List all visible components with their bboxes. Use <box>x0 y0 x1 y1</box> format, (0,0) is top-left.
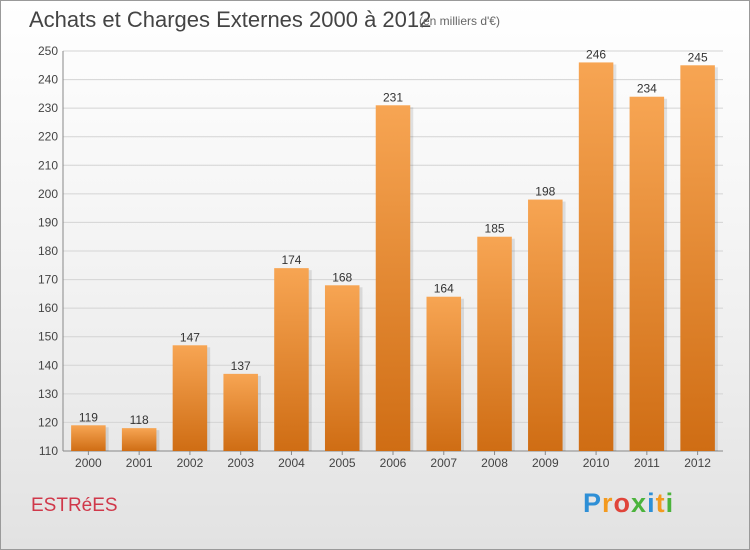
y-tick-label: 150 <box>38 330 58 344</box>
y-tick-label: 250 <box>38 44 58 58</box>
data-label: 164 <box>434 282 454 296</box>
logo-letter: x <box>631 488 648 518</box>
y-tick-label: 240 <box>38 73 58 87</box>
logo-letter: P <box>583 488 603 518</box>
y-tick-label: 190 <box>38 215 58 229</box>
y-tick-label: 130 <box>38 387 58 401</box>
x-tick-label: 2010 <box>583 456 610 470</box>
data-label: 119 <box>79 410 98 424</box>
y-tick-label: 120 <box>38 415 58 429</box>
data-label: 234 <box>637 82 657 96</box>
logo-letter: t <box>655 488 666 518</box>
chart-title: Achats et Charges Externes 2000 à 2012 <box>29 7 432 32</box>
data-label: 245 <box>688 50 708 64</box>
x-tick-label: 2011 <box>634 456 660 470</box>
y-tick-label: 170 <box>38 273 58 287</box>
x-tick-label: 2002 <box>177 456 204 470</box>
logo-letter: i <box>647 488 656 518</box>
data-label: 168 <box>332 270 352 284</box>
proxiti-logo[interactable]: Proxiti <box>583 488 674 519</box>
bar <box>172 345 208 451</box>
y-tick-label: 110 <box>39 444 58 458</box>
bar <box>629 96 665 451</box>
x-tick-label: 2005 <box>329 456 356 470</box>
x-tick-label: 2001 <box>126 456 153 470</box>
data-label: 246 <box>586 47 606 61</box>
y-tick-label: 230 <box>38 101 58 115</box>
bar <box>528 199 563 451</box>
data-label: 174 <box>281 253 301 267</box>
y-tick-label: 210 <box>38 158 58 172</box>
x-tick-label: 2006 <box>380 456 407 470</box>
y-tick-label: 200 <box>38 187 58 201</box>
label-layer: 119 118 147 137 174 168 231 164 185 198 246 234 245 <box>79 47 708 427</box>
place-name: ESTRéES <box>31 495 118 516</box>
bar <box>426 296 462 451</box>
data-label: 198 <box>535 185 555 199</box>
bar <box>121 428 157 451</box>
bar <box>71 425 106 451</box>
y-tick-label: 140 <box>38 358 58 372</box>
data-label: 137 <box>231 359 251 373</box>
bar-layer <box>71 62 718 452</box>
x-tick-label: 2004 <box>278 456 305 470</box>
bar <box>477 236 512 451</box>
y-tick-label: 180 <box>38 244 58 258</box>
bar <box>223 373 258 451</box>
x-tick-label: 2012 <box>684 456 711 470</box>
bar <box>324 285 360 451</box>
bar <box>274 268 309 451</box>
y-tick-label: 220 <box>38 130 58 144</box>
chart-subtitle: (en milliers d'€) <box>419 14 500 28</box>
x-tick-label: 2003 <box>227 456 254 470</box>
x-tick-label: 2008 <box>481 456 508 470</box>
data-label: 147 <box>180 330 200 344</box>
x-tick-label: 2009 <box>532 456 559 470</box>
bar <box>680 65 715 452</box>
x-tick-label: 2007 <box>430 456 457 470</box>
logo-letter: i <box>665 488 675 518</box>
data-label: 118 <box>130 413 149 427</box>
data-label: 185 <box>485 222 505 236</box>
x-tick-label: 2000 <box>75 456 102 470</box>
logo-letter: r <box>602 488 614 518</box>
data-label: 231 <box>383 90 403 104</box>
bar <box>375 105 411 452</box>
bar <box>578 62 614 452</box>
y-tick-label: 160 <box>38 301 58 315</box>
logo-letter: o <box>613 488 632 518</box>
